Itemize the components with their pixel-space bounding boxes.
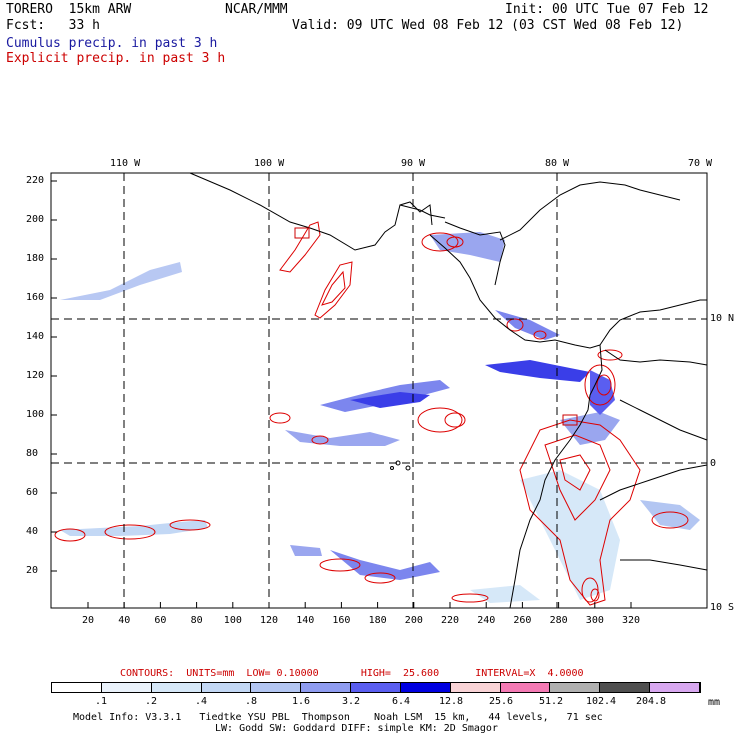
bottom-tick-label: 220	[441, 615, 460, 626]
bottom-tick-label: 240	[477, 615, 496, 626]
left-axis-ticks	[51, 180, 57, 572]
colorbar-label: 1.6	[291, 696, 311, 707]
left-tick-label: 220	[26, 175, 45, 186]
colorbar-cell	[301, 683, 352, 692]
lat-label-10s: 10 S	[710, 602, 735, 613]
bottom-tick-label: 160	[332, 615, 351, 626]
station-markers	[294, 227, 578, 426]
forecast-hour: Fcst: 33 h	[6, 18, 100, 33]
bottom-tick-label: 320	[622, 615, 641, 626]
bottom-tick-label: 80	[190, 615, 203, 626]
model-title: TORERO 15km ARW	[6, 2, 132, 17]
bottom-axis-ticks	[87, 602, 632, 608]
colorbar-cell	[151, 683, 202, 692]
physics-info: LW: Godd SW: Goddard DIFF: simple KM: 2D…	[215, 723, 498, 734]
coastlines	[189, 172, 708, 609]
colorbar-cell	[101, 683, 152, 692]
colorbar-label: 3.2	[341, 696, 361, 707]
colorbar-cell	[400, 683, 451, 692]
left-tick-label: 200	[26, 214, 45, 225]
colorbar-cell	[351, 683, 401, 692]
left-tick-label: 160	[26, 292, 45, 303]
bottom-tick-label: 140	[296, 615, 315, 626]
bottom-tick-label: 20	[82, 615, 95, 626]
lon-label-110w: 110 W	[110, 158, 141, 169]
explicit-precip-contours	[54, 221, 689, 606]
colorbar-cell	[500, 683, 551, 692]
bottom-tick-label: 120	[260, 615, 279, 626]
organization-label: NCAR/MMM	[225, 2, 288, 17]
colorbar-cell	[550, 683, 601, 692]
lon-label-100w: 100 W	[254, 158, 285, 169]
left-tick-label: 40	[26, 526, 39, 537]
cumulus-precip-areas	[60, 232, 700, 603]
colorbar-label: .4	[194, 696, 208, 707]
left-tick-label: 140	[26, 331, 45, 342]
colorbar-label: 51.2	[538, 696, 564, 707]
lat-label-10n: 10 N	[710, 313, 735, 324]
colorbar-label: .2	[144, 696, 158, 707]
colorbar-label: 102.4	[585, 696, 617, 707]
colorbar-cell	[600, 683, 651, 692]
lon-label-90w: 90 W	[401, 158, 426, 169]
bottom-tick-label: 60	[154, 615, 167, 626]
left-tick-label: 100	[26, 409, 45, 420]
colorbar-cell	[450, 683, 501, 692]
left-tick-label: 180	[26, 253, 45, 264]
colorbar-unit: mm	[708, 697, 721, 708]
lat-lon-grid	[51, 173, 707, 608]
bottom-tick-label: 300	[585, 615, 604, 626]
bottom-tick-label: 40	[118, 615, 131, 626]
left-tick-label: 20	[26, 565, 39, 576]
colorbar-label: .8	[244, 696, 258, 707]
colorbar-label: 6.4	[391, 696, 411, 707]
valid-time: Valid: 09 UTC Wed 08 Feb 12 (03 CST Wed …	[292, 18, 684, 33]
colorbar-label: 12.8	[438, 696, 464, 707]
model-info: Model Info: V3.3.1 Tiedtke YSU PBL Thomp…	[73, 712, 603, 723]
left-tick-label: 80	[26, 448, 39, 459]
colorbar-cell	[251, 683, 302, 692]
bottom-tick-label: 200	[404, 615, 423, 626]
init-time: Init: 00 UTC Tue 07 Feb 12	[505, 2, 709, 17]
contour-info: CONTOURS: UNITS=mm LOW= 0.10000 HIGH= 25…	[120, 668, 584, 679]
colorbar-label: 25.6	[488, 696, 514, 707]
lat-label-0: 0	[710, 458, 717, 469]
explicit-legend: Explicit precip. in past 3 h	[6, 51, 226, 66]
bottom-tick-label: 260	[513, 615, 532, 626]
colorbar-label: 204.8	[635, 696, 667, 707]
cumulus-legend: Cumulus precip. in past 3 h	[6, 36, 218, 51]
colorbar-cell	[201, 683, 252, 692]
left-tick-label: 60	[26, 487, 39, 498]
colorbar-cell	[650, 683, 700, 692]
colorbar-label: .1	[94, 696, 108, 707]
bottom-tick-label: 280	[549, 615, 568, 626]
bottom-tick-label: 180	[368, 615, 387, 626]
precip-colorbar	[51, 682, 701, 693]
colorbar-cell	[52, 683, 102, 692]
lon-label-70w: 70 W	[688, 158, 713, 169]
bottom-tick-label: 100	[223, 615, 242, 626]
lon-label-80w: 80 W	[545, 158, 570, 169]
left-tick-label: 120	[26, 370, 45, 381]
